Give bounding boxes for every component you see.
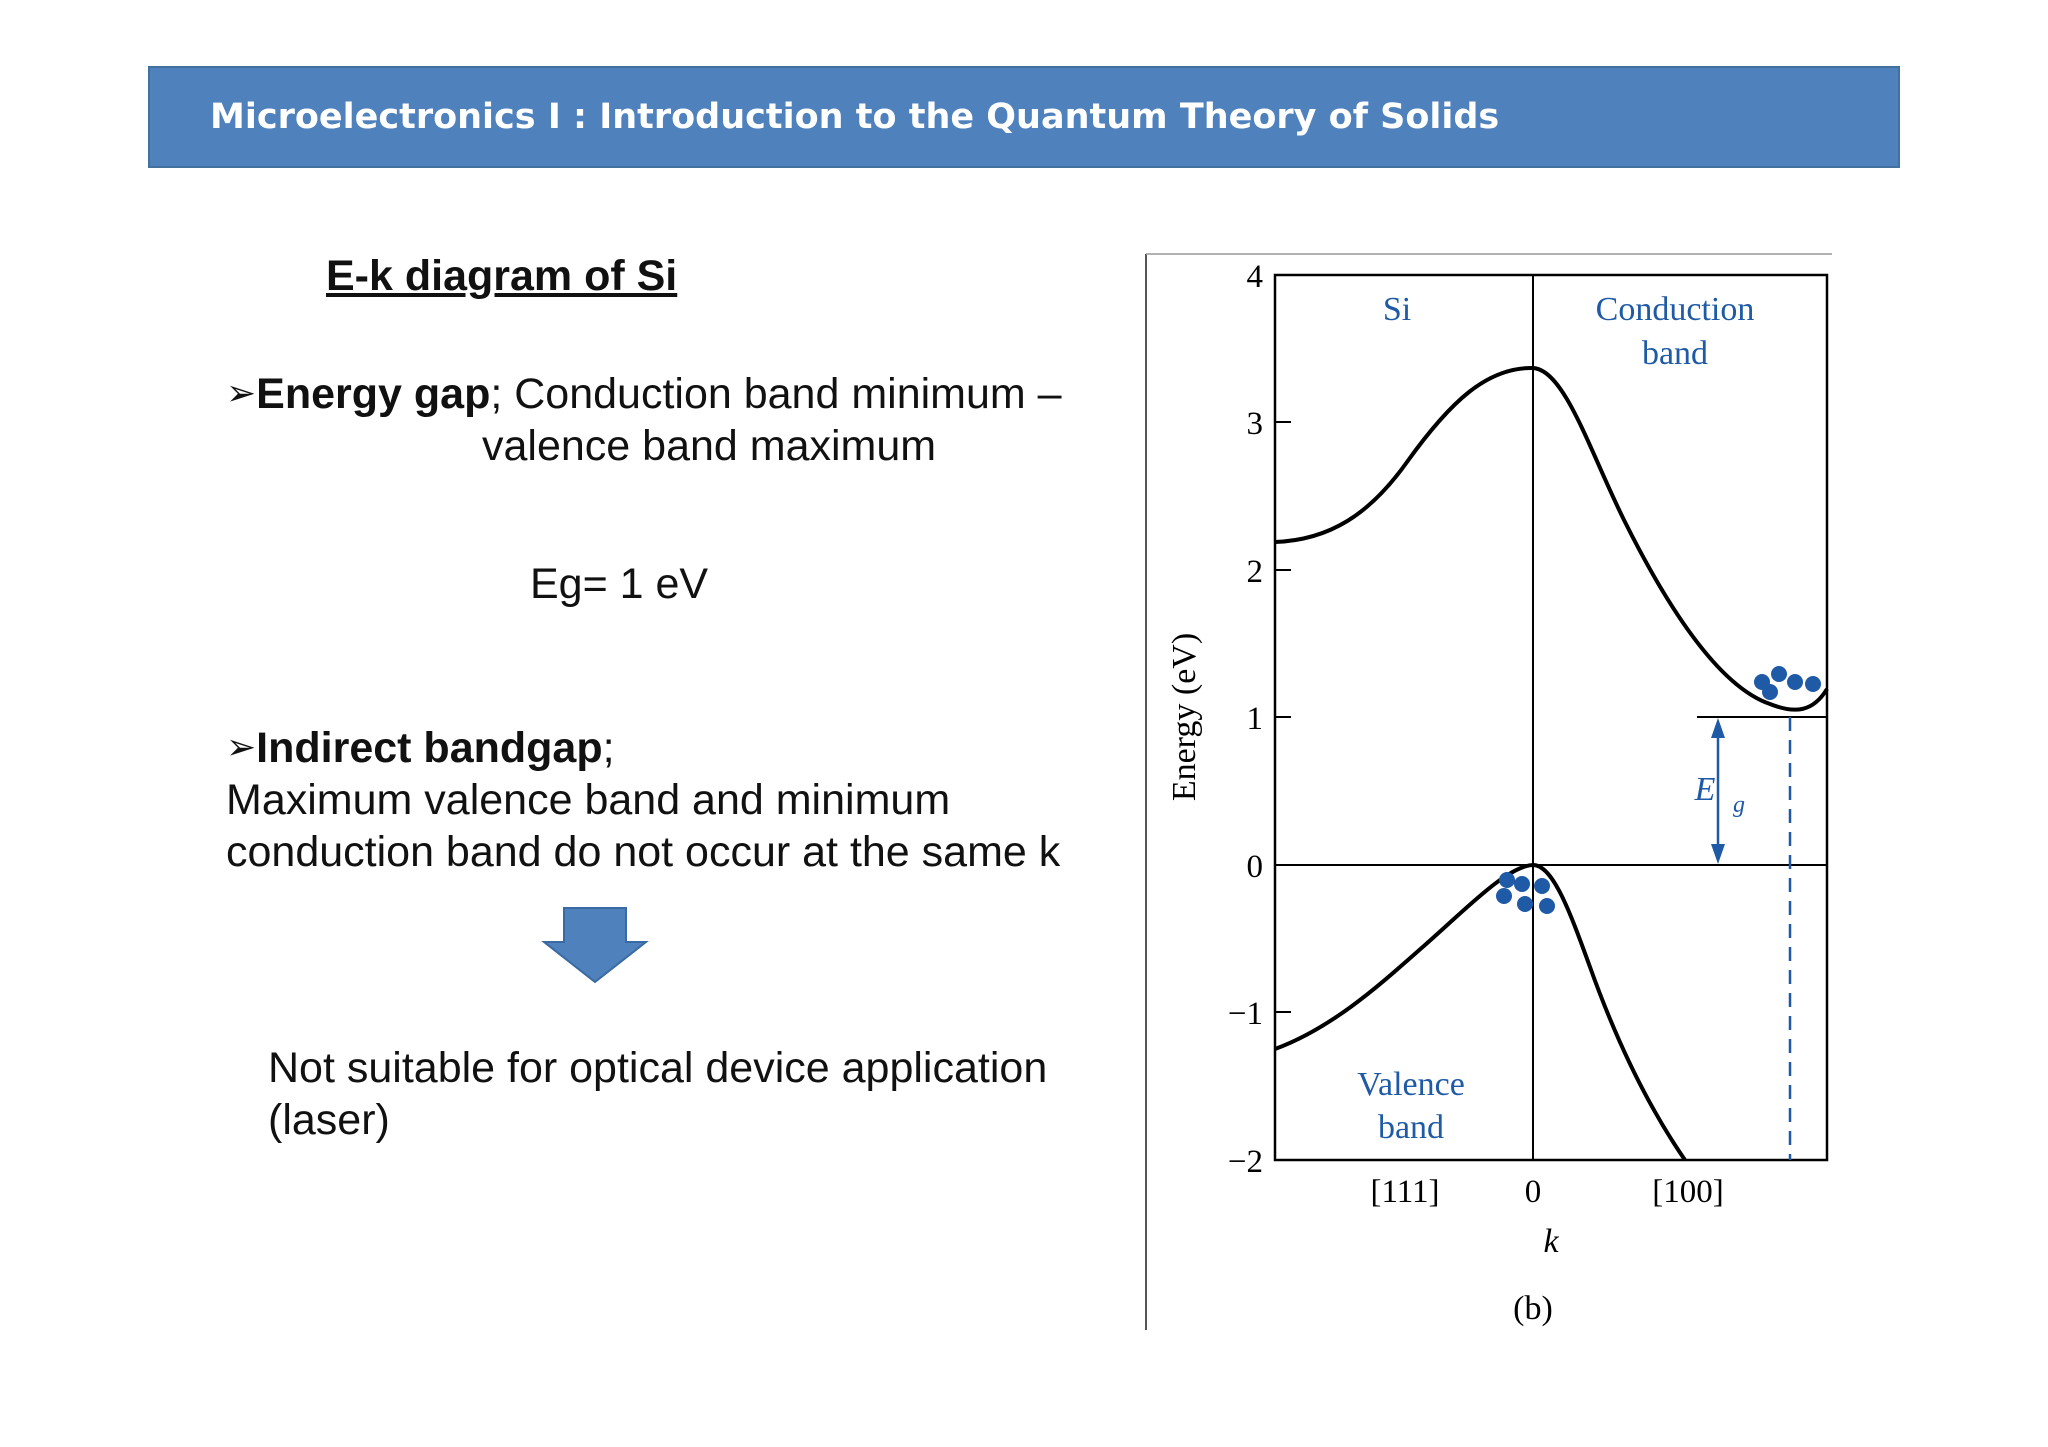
- bullet-arrow-icon: ➢: [226, 727, 257, 768]
- valence-band-label: Valence: [1357, 1066, 1465, 1103]
- x-tick-label: 0: [1525, 1174, 1542, 1210]
- y-tick-label: 0: [1247, 849, 1264, 885]
- down-arrow-icon: [541, 907, 649, 984]
- ek-diagram-figure: 4 3 2 1 0 −1 −2 Energy (eV) [111] 0 [100…: [1145, 252, 1832, 1330]
- figure-caption: (b): [1513, 1290, 1553, 1327]
- hole-dots: [1496, 872, 1555, 914]
- indirect-bandgap-suffix: ;: [602, 724, 615, 772]
- indirect-bandgap-bullet: ➢Indirect bandgap;: [226, 724, 615, 773]
- conduction-band-label: band: [1642, 335, 1708, 372]
- valence-band-label: band: [1378, 1109, 1444, 1146]
- y-tick-label: 4: [1247, 259, 1264, 295]
- y-axis-label: Energy (eV): [1166, 633, 1203, 801]
- x-axis-label: k: [1543, 1223, 1559, 1260]
- conduction-band-label: Conduction: [1596, 291, 1755, 328]
- energy-gap-desc: ; Conduction band minimum –: [490, 370, 1062, 418]
- conclusion-line-2: (laser): [268, 1096, 390, 1144]
- ek-diagram-svg: 4 3 2 1 0 −1 −2 Energy (eV) [111] 0 [100…: [1145, 253, 1832, 1330]
- y-tick-label: −2: [1228, 1144, 1263, 1180]
- gap-arrow: [1711, 718, 1725, 864]
- y-tick-label: 3: [1247, 406, 1264, 442]
- valence-band-curve: [1274, 862, 1687, 1162]
- gap-label: E: [1694, 771, 1716, 808]
- indirect-desc-line-1: Maximum valence band and minimum: [226, 776, 951, 824]
- energy-gap-bullet: ➢Energy gap; Conduction band minimum –: [226, 370, 1062, 419]
- energy-gap-desc-line-2: valence band maximum: [482, 422, 937, 470]
- y-tick-label: 1: [1247, 701, 1264, 737]
- section-title: E-k diagram of Si: [326, 252, 678, 300]
- eg-value: Eg= 1 eV: [530, 560, 709, 608]
- gap-label-subscript: g: [1733, 792, 1745, 818]
- conclusion-line-1: Not suitable for optical device applicat…: [268, 1044, 1048, 1092]
- slide-title: Microelectronics I : Introduction to the…: [210, 97, 1500, 137]
- electron-dots: [1754, 666, 1821, 700]
- y-axis-ticks: [1275, 421, 1291, 1013]
- y-tick-label: 2: [1247, 554, 1264, 590]
- indirect-bandgap-term: Indirect bandgap: [256, 724, 603, 772]
- y-tick-label: −1: [1228, 996, 1263, 1032]
- bullet-arrow-icon: ➢: [226, 373, 257, 414]
- material-label: Si: [1383, 291, 1411, 328]
- energy-gap-term: Energy gap: [256, 370, 491, 418]
- indirect-desc-line-2: conduction band do not occur at the same…: [226, 828, 1061, 876]
- conduction-band-curve: [1274, 365, 1829, 712]
- x-tick-label: [100]: [1652, 1174, 1723, 1210]
- x-tick-label: [111]: [1370, 1174, 1439, 1210]
- header-bar: Microelectronics I : Introduction to the…: [148, 66, 1900, 168]
